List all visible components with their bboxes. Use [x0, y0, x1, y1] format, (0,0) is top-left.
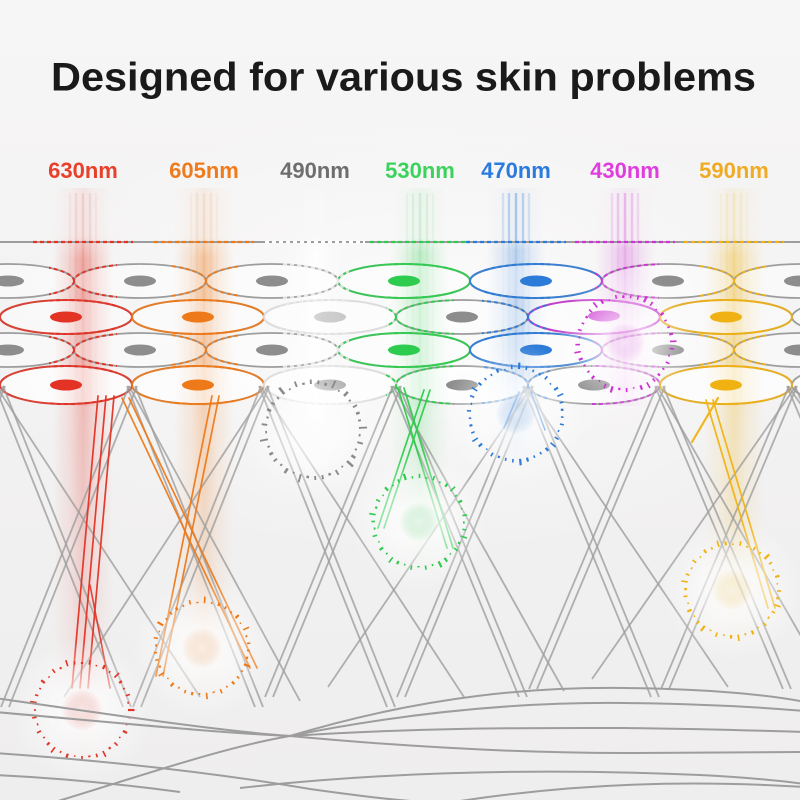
svg-text:490nm: 490nm	[280, 158, 350, 183]
svg-text:605nm: 605nm	[169, 158, 239, 183]
svg-text:Designed for various skin prob: Designed for various skin problems	[51, 56, 756, 100]
svg-text:430nm: 430nm	[590, 158, 660, 183]
svg-text:590nm: 590nm	[699, 158, 769, 183]
svg-text:470nm: 470nm	[481, 158, 551, 183]
svg-text:630nm: 630nm	[48, 158, 118, 183]
svg-text:530nm: 530nm	[385, 158, 455, 183]
